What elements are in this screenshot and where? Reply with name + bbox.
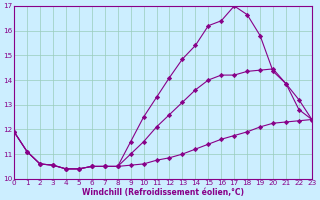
X-axis label: Windchill (Refroidissement éolien,°C): Windchill (Refroidissement éolien,°C) — [82, 188, 244, 197]
